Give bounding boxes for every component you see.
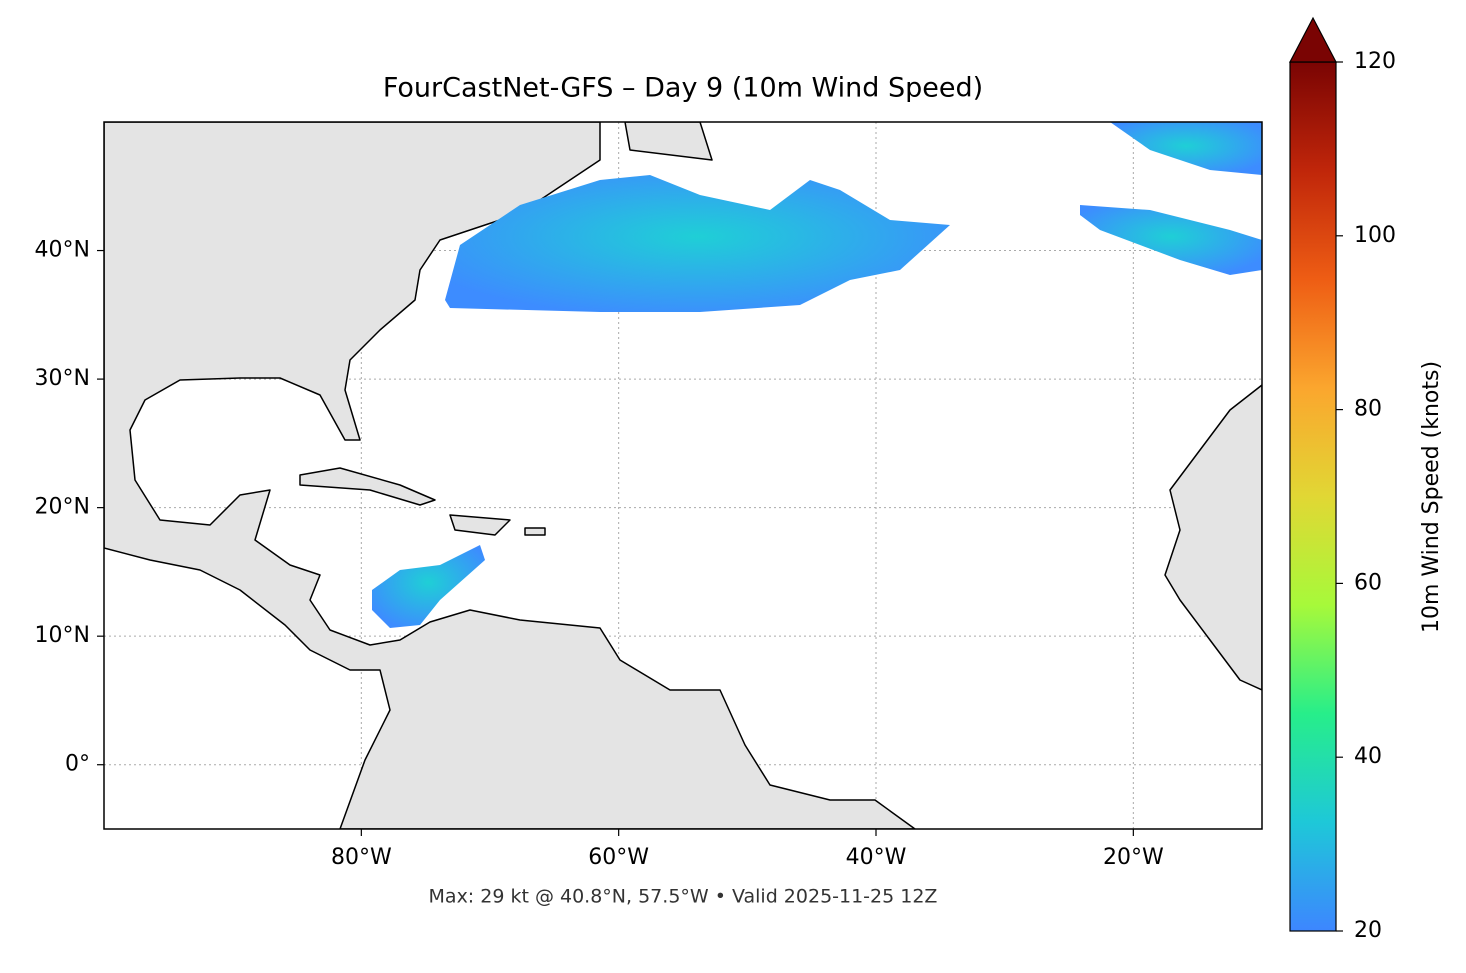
wind-area (1080, 205, 1262, 275)
land (104, 122, 916, 829)
y-tick-label: 40°N (35, 238, 90, 263)
land (624, 122, 713, 161)
y-tick-label: 30°N (35, 366, 90, 391)
x-tick-label: 60°W (588, 845, 649, 870)
land (449, 514, 511, 536)
chart-title: FourCastNet-GFS – Day 9 (10m Wind Speed) (383, 73, 983, 104)
wind-area (1110, 122, 1262, 175)
colorbar-label: 10m Wind Speed (knots) (1419, 361, 1444, 633)
x-tick-label: 40°W (846, 845, 907, 870)
y-tick-label: 20°N (35, 495, 90, 520)
map-frame (103, 121, 1263, 830)
x-tick-label: 80°W (331, 845, 392, 870)
colorbar-extend (1289, 16, 1337, 63)
colorbar-tick-label: 20 (1354, 918, 1382, 943)
colorbar-tick-label: 40 (1354, 744, 1382, 769)
land (1164, 384, 1262, 691)
grid (104, 122, 1262, 829)
footer: Max: 29 kt @ 40.8°N, 57.5°W • Valid 2025… (429, 886, 938, 908)
y-tick-label: 10°N (35, 623, 90, 648)
colorbar-tick-label: 80 (1354, 397, 1382, 422)
wind-area (372, 545, 485, 628)
y-tick-label: 0° (65, 752, 90, 777)
wind-area (445, 175, 950, 312)
map (104, 122, 1262, 829)
land (299, 467, 436, 506)
colorbar-tick-label: 100 (1354, 223, 1396, 248)
land (524, 527, 546, 536)
colorbar (1289, 61, 1337, 932)
colorbar-tick-label: 120 (1354, 49, 1396, 74)
colorbar-tick-label: 60 (1354, 570, 1382, 595)
x-tick-label: 20°W (1103, 845, 1164, 870)
